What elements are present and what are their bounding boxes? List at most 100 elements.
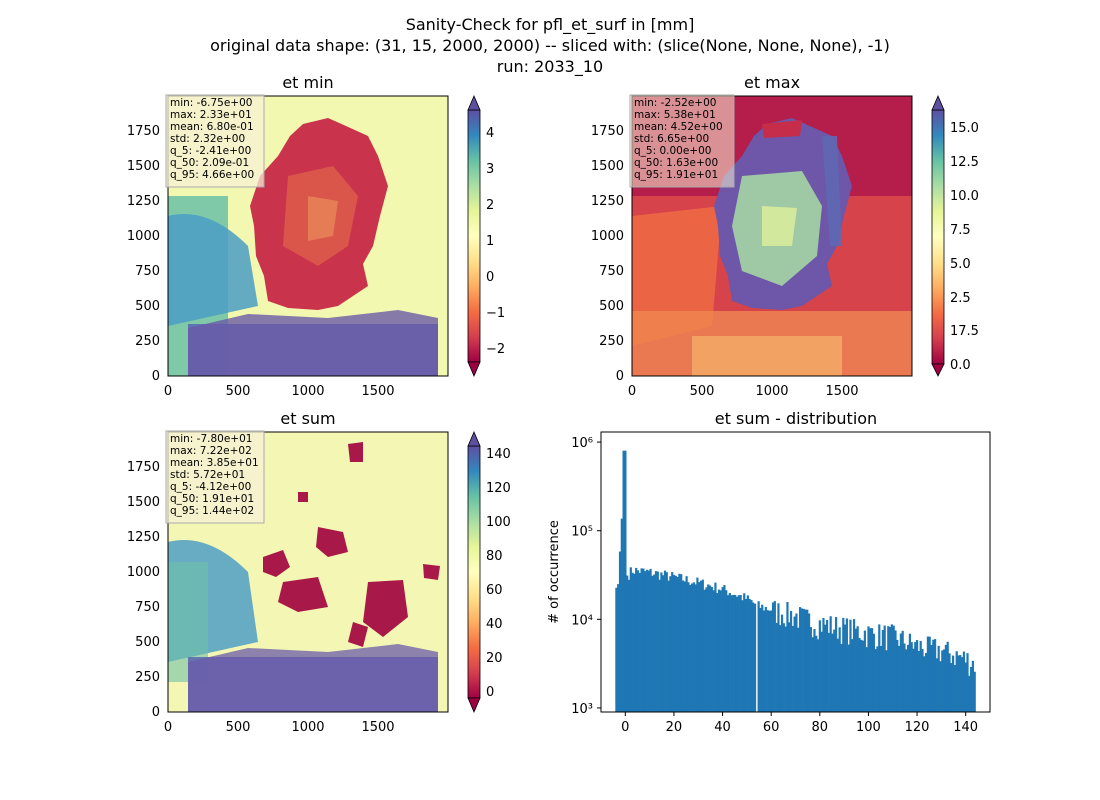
histogram-bar xyxy=(687,582,690,712)
histogram-bar xyxy=(948,653,951,712)
histogram-bar xyxy=(622,450,625,712)
y-tick-label: 1500 xyxy=(591,159,624,174)
colorbar-extend-max xyxy=(467,94,481,111)
histogram-bar xyxy=(714,582,717,712)
histogram-bar xyxy=(770,610,773,712)
histogram-bar xyxy=(717,589,721,712)
stat-line: q_5: 0.00e+00 xyxy=(634,145,711,157)
histogram-bar xyxy=(952,655,955,712)
histogram-bar xyxy=(739,594,742,712)
dry-patch xyxy=(316,527,348,557)
figure-title-line-2: original data shape: (31, 15, 2000, 2000… xyxy=(210,36,890,55)
stat-line: q_5: -4.12e+00 xyxy=(170,481,251,493)
x-axis-et-min: 0 500 1000 1500 xyxy=(164,384,395,399)
histogram-bar xyxy=(636,570,640,712)
histogram-bar xyxy=(923,656,926,712)
histogram-bar xyxy=(629,567,632,712)
x-tick-label: 0 xyxy=(621,720,629,735)
x-tick-label: 500 xyxy=(226,720,251,735)
histogram-bar xyxy=(807,613,811,712)
histogram-bar xyxy=(912,648,915,712)
histogram-bar xyxy=(708,585,712,712)
axes-frame xyxy=(167,431,449,713)
histogram-bar xyxy=(932,639,935,712)
x-tick-label: 1500 xyxy=(361,384,394,399)
y-tick-label: 0 xyxy=(152,705,160,720)
histogram-bar xyxy=(813,629,816,712)
histogram-bar xyxy=(780,614,784,712)
histogram-bar xyxy=(930,644,933,712)
colorbar-tick-label: 20 xyxy=(486,651,503,666)
histogram-bar xyxy=(721,587,724,712)
colorbar-et-max: 0.0 2.5 5.0 7.5 10.0 12.5 15.0 17.5 xyxy=(931,94,979,377)
colorbar-gradient xyxy=(467,109,481,363)
x-tick-label: 40 xyxy=(714,720,731,735)
x-tick-label: 140 xyxy=(953,720,978,735)
x-tick-label: 500 xyxy=(690,384,715,399)
stat-line: max: 5.38e+01 xyxy=(634,109,716,121)
histogram-bar xyxy=(957,655,960,712)
histogram-bar xyxy=(642,568,645,712)
histogram-bar xyxy=(773,601,776,712)
histogram-bar xyxy=(662,575,665,712)
stats-box-background xyxy=(629,94,735,188)
histogram-bar xyxy=(660,572,663,712)
colorbar-et-min: −2 −1 0 1 2 3 4 xyxy=(467,94,505,378)
histogram-bar xyxy=(669,576,672,712)
colorbar-tick-label: 1 xyxy=(486,234,494,249)
y-tick-label: 750 xyxy=(599,264,624,279)
histogram-bar xyxy=(696,577,699,712)
histogram-bar xyxy=(860,639,863,712)
histogram-bar xyxy=(870,628,874,712)
histogram-bar xyxy=(890,624,893,712)
histogram-bar xyxy=(710,587,713,712)
alps-region xyxy=(692,336,842,376)
histogram-bar xyxy=(973,671,976,712)
histogram-bar xyxy=(644,571,647,712)
histogram-bar xyxy=(925,652,928,712)
figure-title-line-1: Sanity-Check for pfl_et_surf in [mm] xyxy=(406,15,695,35)
sea-region xyxy=(168,214,258,326)
histogram-bar xyxy=(872,633,875,712)
colorbar-et-sum: 0 20 40 60 80 100 120 140 xyxy=(467,430,511,714)
histogram-bar xyxy=(674,575,677,712)
stat-line: max: 7.22e+02 xyxy=(170,445,252,457)
stats-box-background xyxy=(165,94,265,188)
axes-frame xyxy=(167,95,449,377)
histogram-bar xyxy=(921,649,924,712)
histogram-bar xyxy=(771,602,775,712)
colorbar-tick-label: 3 xyxy=(486,162,494,177)
colorbar-tick-label: 2 xyxy=(486,198,494,213)
histogram-bar xyxy=(863,630,866,712)
histogram-bar xyxy=(834,617,838,712)
histogram-bar xyxy=(806,609,809,712)
histogram-bar xyxy=(816,639,820,712)
histogram-bar xyxy=(804,609,807,712)
stat-line: std: 6.65e+00 xyxy=(634,133,709,145)
histogram-bar xyxy=(926,636,929,712)
histogram-bar xyxy=(777,603,780,712)
histogram-bar xyxy=(618,551,622,712)
histogram-bar xyxy=(869,628,872,712)
histogram-bar xyxy=(903,643,906,712)
histogram-bar xyxy=(847,644,850,712)
histogram-bar xyxy=(737,595,740,712)
histogram-bar xyxy=(768,610,771,712)
histogram-bar xyxy=(672,574,676,712)
colorbar-tick-label: 0 xyxy=(486,270,494,285)
histogram-bar xyxy=(744,598,748,712)
histogram-bar xyxy=(899,633,902,712)
histogram-bar xyxy=(656,571,659,712)
histogram-bar xyxy=(667,580,670,712)
histogram-bar xyxy=(892,625,895,712)
histogram-bar xyxy=(964,662,967,712)
colorbar-tick-label: −1 xyxy=(486,306,505,321)
y-tick-label: 10⁵ xyxy=(571,525,593,540)
histogram-bar xyxy=(728,592,731,712)
histogram-bar xyxy=(865,647,868,712)
y-tick-label: 1250 xyxy=(127,530,160,545)
histogram-bar xyxy=(791,625,794,712)
histogram-bar xyxy=(716,593,719,712)
histogram-bar xyxy=(876,646,879,712)
histogram-bar xyxy=(723,585,726,712)
